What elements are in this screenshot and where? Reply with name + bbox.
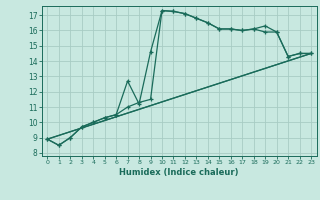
X-axis label: Humidex (Indice chaleur): Humidex (Indice chaleur) [119,168,239,177]
